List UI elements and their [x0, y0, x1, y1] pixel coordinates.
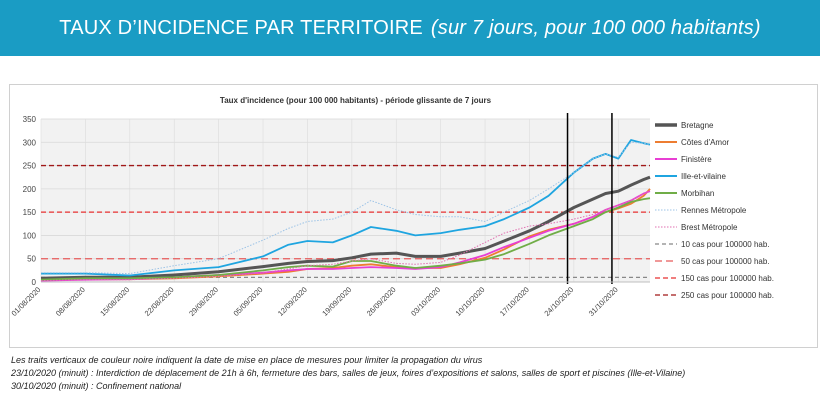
series-line: [41, 139, 651, 277]
legend-label: Bretagne: [681, 121, 714, 130]
legend-label: 150 cas pour 100000 hab.: [681, 274, 774, 283]
legend-label: Rennes Métropole: [681, 206, 747, 215]
chart-notes: Les traits verticaux de couleur noire in…: [11, 354, 811, 393]
series-line: [40, 197, 651, 281]
page-title: TAUX D’INCIDENCE PAR TERRITOIRE: [59, 16, 423, 39]
x-tick-label: 15/08/2020: [98, 285, 131, 318]
incidence-chart: Taux d'incidence (pour 100 000 habitants…: [10, 96, 774, 318]
x-tick-label: 12/09/2020: [276, 285, 309, 318]
x-tick-label: 22/08/2020: [143, 285, 176, 318]
x-tick-label: 31/10/2020: [587, 285, 620, 318]
x-tick-label: 08/08/2020: [54, 285, 87, 318]
legend-label: Morbihan: [681, 189, 714, 198]
series-line: [40, 190, 651, 282]
y-tick-label: 250: [23, 162, 37, 171]
x-tick-label: 01/08/2020: [10, 285, 42, 318]
series-line: [40, 175, 651, 280]
plot-area: [41, 119, 650, 282]
legend-label: Brest Métropole: [681, 223, 738, 232]
header-banner: TAUX D’INCIDENCE PAR TERRITOIRE (sur 7 j…: [0, 0, 820, 56]
x-tick-label: 19/09/2020: [320, 285, 353, 318]
y-tick-label: 0: [32, 278, 37, 287]
note-line-1: Les traits verticaux de couleur noire in…: [11, 355, 483, 365]
page-subtitle: (sur 7 jours, pour 100 000 habitants): [430, 16, 761, 39]
y-tick-label: 100: [23, 231, 37, 240]
y-tick-label: 350: [23, 115, 37, 124]
y-tick-label: 150: [23, 208, 37, 217]
x-tick-label: 05/09/2020: [232, 285, 265, 318]
legend-label: 250 cas pour 100000 hab.: [681, 291, 774, 300]
x-tick-label: 03/10/2020: [409, 285, 442, 318]
chart-frame: Taux d'incidence (pour 100 000 habitants…: [9, 84, 818, 348]
legend-label: Côtes d'Amor: [681, 138, 730, 147]
series-line: [41, 141, 651, 275]
legend-label: Finistère: [681, 155, 712, 164]
y-tick-label: 200: [23, 185, 37, 194]
x-tick-label: 29/08/2020: [187, 285, 220, 318]
x-tick-label: 10/10/2020: [454, 285, 487, 318]
note-line-3: 30/10/2020 (minuit) : Confinement nation…: [11, 381, 182, 391]
x-tick-label: 24/10/2020: [542, 285, 575, 318]
legend-label: Ille-et-vilaine: [681, 172, 726, 181]
y-tick-label: 50: [27, 255, 36, 264]
legend-label: 10 cas pour 100000 hab.: [681, 240, 770, 249]
note-line-2: 23/10/2020 (minuit) : Interdiction de dé…: [11, 368, 686, 378]
legend-label: 50 cas pour 100000 hab.: [681, 257, 770, 266]
y-tick-label: 300: [23, 138, 37, 147]
chart-title: Taux d'incidence (pour 100 000 habitants…: [220, 96, 492, 105]
x-tick-label: 26/09/2020: [365, 285, 398, 318]
x-tick-label: 17/10/2020: [498, 285, 531, 318]
